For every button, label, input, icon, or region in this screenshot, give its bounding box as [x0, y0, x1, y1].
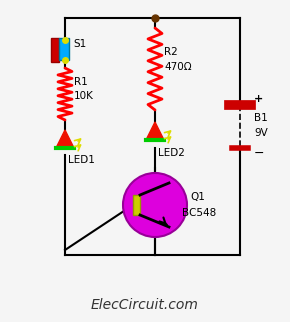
Text: LED1: LED1 — [68, 155, 95, 165]
Polygon shape — [56, 130, 74, 148]
Circle shape — [123, 173, 187, 237]
Text: R2: R2 — [164, 47, 178, 57]
Text: LED2: LED2 — [158, 148, 185, 158]
Text: −: − — [254, 147, 264, 159]
FancyBboxPatch shape — [133, 195, 140, 215]
Text: 470Ω: 470Ω — [164, 62, 192, 72]
Polygon shape — [146, 122, 164, 140]
FancyBboxPatch shape — [59, 38, 69, 60]
Text: 9V: 9V — [254, 128, 268, 138]
Text: B1: B1 — [254, 113, 268, 123]
Text: S1: S1 — [73, 39, 86, 49]
Text: Q1: Q1 — [190, 192, 205, 202]
Text: +: + — [254, 94, 263, 104]
Text: R1: R1 — [74, 77, 88, 87]
Text: ElecCircuit.com: ElecCircuit.com — [91, 298, 199, 312]
FancyBboxPatch shape — [51, 38, 59, 62]
Text: 10K: 10K — [74, 91, 94, 101]
Text: BC548: BC548 — [182, 208, 216, 218]
